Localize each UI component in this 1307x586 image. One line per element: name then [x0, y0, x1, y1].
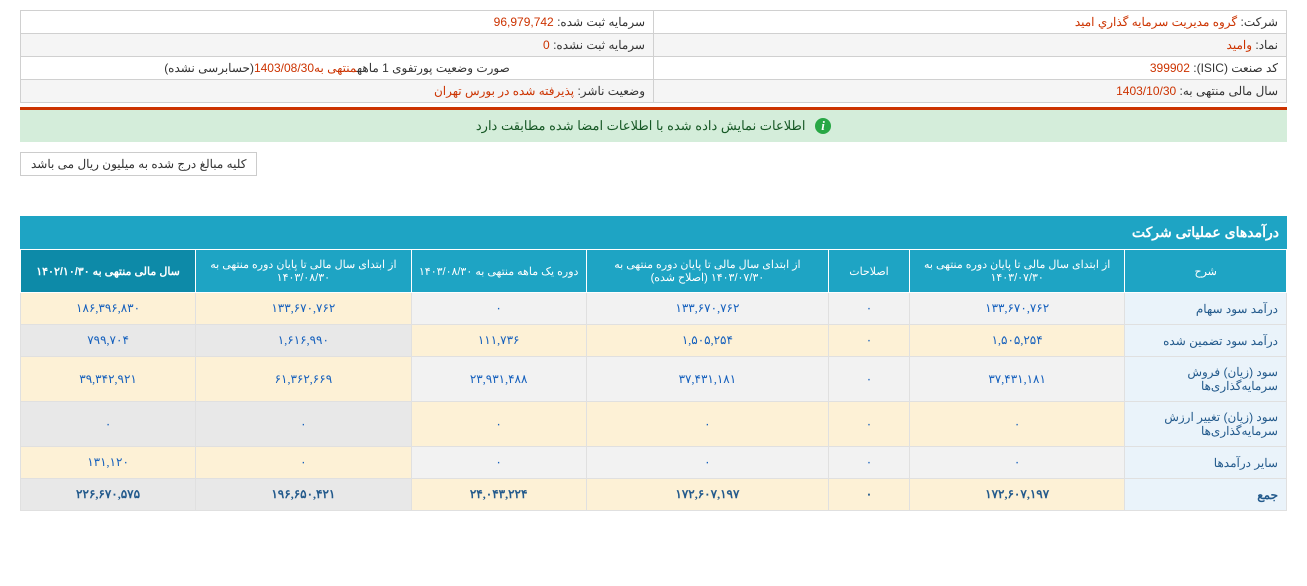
isic-value: 399902: [1150, 61, 1190, 75]
col-prev-year: سال مالی منتهی به ۱۴۰۲/۱۰/۳۰: [21, 250, 196, 293]
col-period1-adj: از ابتدای سال مالی تا پایان دوره منتهی ب…: [586, 250, 828, 293]
row-desc: سود (زیان) فروش سرمایه‌گذاری‌ها: [1125, 357, 1287, 402]
total-c5: ۱۹۶,۶۵۰,۴۲۱: [196, 479, 411, 511]
table-total-row: جمع۱۷۲,۶۰۷,۱۹۷۰۱۷۲,۶۰۷,۱۹۷۲۴,۰۴۳,۲۲۴۱۹۶,…: [21, 479, 1287, 511]
section-title: درآمدهای عملیاتی شرکت: [20, 216, 1287, 249]
row-c4: ۱۱۱,۷۳۶: [411, 325, 586, 357]
row-c1: ۱,۵۰۵,۲۵۴: [909, 325, 1124, 357]
row-c2: ۰: [829, 357, 910, 402]
total-c2: ۰: [829, 479, 910, 511]
table-row: درآمد سود تضمین شده۱,۵۰۵,۲۵۴۰۱,۵۰۵,۲۵۴۱۱…: [21, 325, 1287, 357]
isic-label: کد صنعت (ISIC):: [1193, 61, 1278, 75]
table-row: درآمد سود سهام۱۳۳,۶۷۰,۷۶۲۰۱۳۳,۶۷۰,۷۶۲۰۱۳…: [21, 293, 1287, 325]
total-c6: ۲۲۶,۶۷۰,۵۷۵: [21, 479, 196, 511]
row-c2: ۰: [829, 325, 910, 357]
row-c3: ۰: [586, 402, 828, 447]
income-table: شرح از ابتدای سال مالی تا پایان دوره منت…: [20, 249, 1287, 511]
row-c6: ۰: [21, 402, 196, 447]
row-c5: ۰: [196, 447, 411, 479]
total-c3: ۱۷۲,۶۰۷,۱۹۷: [586, 479, 828, 511]
capital-label: سرمایه ثبت شده:: [557, 15, 645, 29]
info-icon: i: [815, 118, 831, 134]
pub-status-label: وضعیت ناشر:: [577, 84, 645, 98]
capital-value: 96,979,742: [494, 15, 554, 29]
fy-label: سال مالی منتهی به:: [1180, 84, 1278, 98]
report-title-suffix: (حسابرسی نشده): [164, 61, 254, 75]
table-row: سود (زیان) فروش سرمایه‌گذاری‌ها۳۷,۴۳۱,۱۸…: [21, 357, 1287, 402]
col-month: دوره یک ماهه منتهی به ۱۴۰۳/۰۸/۳۰: [411, 250, 586, 293]
row-c5: ۶۱,۳۶۲,۶۶۹: [196, 357, 411, 402]
total-desc: جمع: [1125, 479, 1287, 511]
row-c6: ۷۹۹,۷۰۴: [21, 325, 196, 357]
table-header-row: شرح از ابتدای سال مالی تا پایان دوره منت…: [21, 250, 1287, 293]
unreg-capital-value: 0: [543, 38, 550, 52]
row-c2: ۰: [829, 447, 910, 479]
col-desc: شرح: [1125, 250, 1287, 293]
report-title-date: 1403/08/30: [254, 61, 314, 75]
currency-note: کلیه مبالغ درج شده به میلیون ریال می باش…: [20, 152, 257, 176]
company-value: گروه مديريت سرمايه گذاري اميد: [1075, 15, 1237, 29]
row-c1: ۳۷,۴۳۱,۱۸۱: [909, 357, 1124, 402]
total-c1: ۱۷۲,۶۰۷,۱۹۷: [909, 479, 1124, 511]
total-c4: ۲۴,۰۴۳,۲۲۴: [411, 479, 586, 511]
row-desc: سود (زیان) تغییر ارزش سرمایه‌گذاری‌ها: [1125, 402, 1287, 447]
row-desc: سایر درآمدها: [1125, 447, 1287, 479]
table-row: سایر درآمدها۰۰۰۰۰۱۳۱,۱۲۰: [21, 447, 1287, 479]
report-title-mid: منتهی به: [314, 61, 357, 75]
company-info-table: شرکت: گروه مديريت سرمايه گذاري اميد سرما…: [20, 10, 1287, 103]
fy-value: 1403/10/30: [1116, 84, 1176, 98]
table-row: سود (زیان) تغییر ارزش سرمایه‌گذاری‌ها۰۰۰…: [21, 402, 1287, 447]
row-c1: ۰: [909, 447, 1124, 479]
row-c4: ۰: [411, 293, 586, 325]
row-c4: ۲۳,۹۳۱,۴۸۸: [411, 357, 586, 402]
row-desc: درآمد سود سهام: [1125, 293, 1287, 325]
row-c1: ۰: [909, 402, 1124, 447]
col-period1: از ابتدای سال مالی تا پایان دوره منتهی ب…: [909, 250, 1124, 293]
row-c4: ۰: [411, 447, 586, 479]
row-c3: ۱,۵۰۵,۲۵۴: [586, 325, 828, 357]
row-c6: ۳۹,۳۴۲,۹۲۱: [21, 357, 196, 402]
row-c2: ۰: [829, 402, 910, 447]
row-c4: ۰: [411, 402, 586, 447]
company-label: شرکت:: [1240, 15, 1278, 29]
row-c6: ۱۸۶,۳۹۶,۸۳۰: [21, 293, 196, 325]
row-c1: ۱۳۳,۶۷۰,۷۶۲: [909, 293, 1124, 325]
row-c5: ۱۳۳,۶۷۰,۷۶۲: [196, 293, 411, 325]
col-ytd: از ابتدای سال مالی تا پایان دوره منتهی ب…: [196, 250, 411, 293]
row-c5: ۰: [196, 402, 411, 447]
symbol-label: نماد:: [1255, 38, 1278, 52]
pub-status-value: پذيرفته شده در بورس تهران: [434, 84, 574, 98]
row-c5: ۱,۶۱۶,۹۹۰: [196, 325, 411, 357]
row-c3: ۱۳۳,۶۷۰,۷۶۲: [586, 293, 828, 325]
row-desc: درآمد سود تضمین شده: [1125, 325, 1287, 357]
row-c2: ۰: [829, 293, 910, 325]
row-c3: ۰: [586, 447, 828, 479]
symbol-value: واميد: [1227, 38, 1252, 52]
verification-notice: i اطلاعات نمایش داده شده با اطلاعات امضا…: [20, 107, 1287, 142]
row-c3: ۳۷,۴۳۱,۱۸۱: [586, 357, 828, 402]
report-title-prefix: صورت وضعیت پورتفوی 1 ماهه: [357, 61, 510, 75]
col-adj: اصلاحات: [829, 250, 910, 293]
unreg-capital-label: سرمایه ثبت نشده:: [553, 38, 645, 52]
row-c6: ۱۳۱,۱۲۰: [21, 447, 196, 479]
notice-text: اطلاعات نمایش داده شده با اطلاعات امضا ش…: [476, 118, 806, 133]
